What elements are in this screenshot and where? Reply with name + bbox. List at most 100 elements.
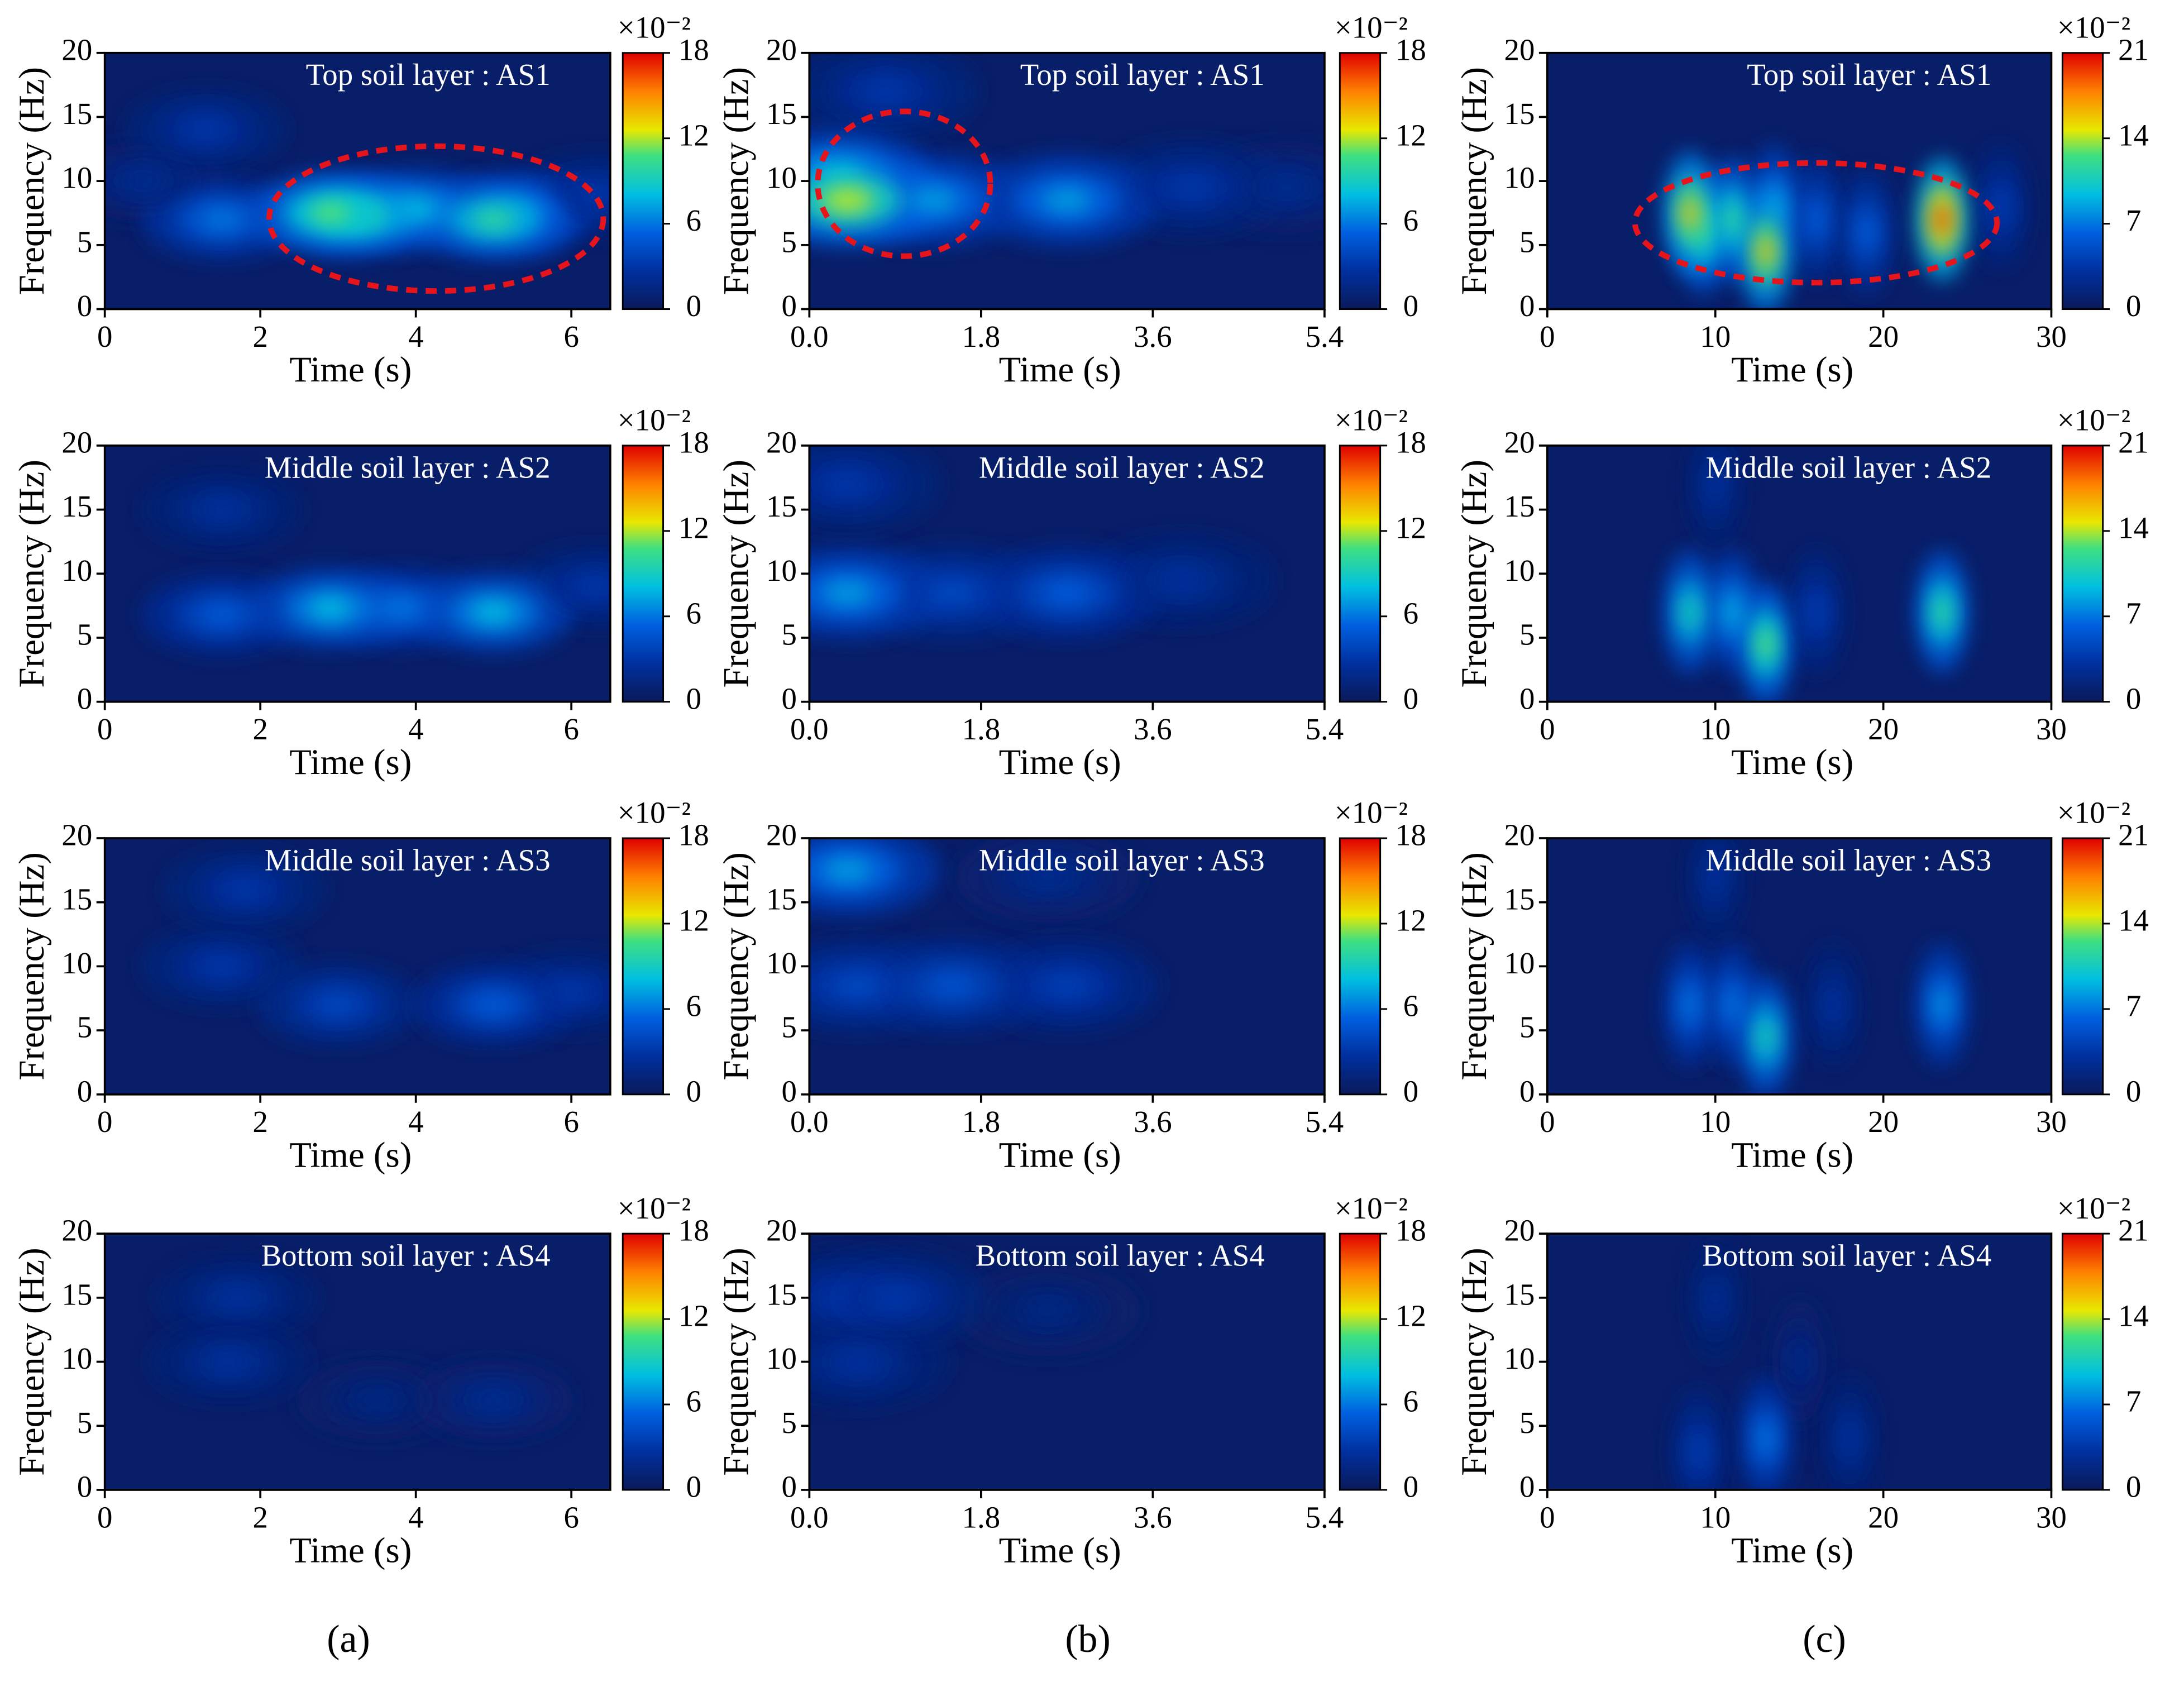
panel: Middle soil layer : AS2 0.0 1.8 3.6 5.4 0 5 10 1… (716, 403, 1426, 783)
x-axis-label: Time (s) (999, 742, 1121, 782)
y-tick-label: 10 (1504, 946, 1535, 980)
x-axis-label: Time (s) (289, 350, 412, 390)
colorbar-tick-label: 0 (1403, 681, 1418, 715)
colorbar-tick-label: 18 (678, 425, 709, 459)
colorbar-multiplier: ×10⁻² (618, 403, 691, 437)
hotspot (1041, 580, 1092, 606)
x-tick-label: 0.0 (790, 319, 829, 353)
y-tick-label: 10 (766, 946, 797, 980)
hotspot (472, 208, 515, 231)
hotspot (1934, 203, 1950, 236)
hotspot (1758, 1020, 1774, 1054)
colorbar-tick-label: 18 (678, 1213, 709, 1248)
colorbar-tick-label: 0 (1403, 1074, 1418, 1108)
hotspot (1842, 1422, 1857, 1456)
x-tick-label: 0 (1540, 1500, 1555, 1534)
hotspot (472, 993, 515, 1016)
plot-area (1547, 52, 2052, 309)
x-tick-label: 3.6 (1134, 712, 1172, 746)
y-tick-label: 15 (766, 1277, 797, 1311)
hotspot (822, 857, 873, 883)
y-tick-label: 5 (1519, 618, 1535, 652)
y-axis-label: Frequency (Hz) (12, 67, 52, 295)
x-axis-label: Time (s) (1731, 1530, 1853, 1570)
y-tick-label: 20 (1504, 425, 1535, 459)
y-tick-label: 10 (61, 1341, 92, 1375)
hotspot (308, 202, 352, 224)
x-tick-label: 4 (408, 319, 423, 353)
colorbar (622, 837, 665, 1096)
y-tick-label: 10 (766, 161, 797, 195)
colorbar-tick-label: 0 (686, 1470, 701, 1504)
plot-area (1547, 838, 2052, 1095)
hotspot (1683, 595, 1698, 629)
colorbar-tick-label: 21 (2118, 32, 2149, 66)
colorbar-tick-label: 14 (2118, 904, 2149, 938)
colorbar-tick-label: 18 (1396, 818, 1426, 852)
hotspot (927, 973, 978, 998)
hotspot (1156, 567, 1207, 593)
y-tick-label: 20 (766, 1213, 797, 1248)
y-axis-label: Frequency (Hz) (1454, 67, 1494, 295)
panel-label: (b) (1065, 1618, 1110, 1661)
y-tick-label: 0 (77, 1074, 92, 1108)
colorbar-tick-label: 14 (2118, 1299, 2149, 1333)
hotspot (1993, 190, 2009, 223)
colorbar-tick-label: 12 (1396, 1299, 1426, 1333)
hotspot (1724, 988, 1740, 1022)
hotspot (822, 471, 873, 497)
colorbar (1339, 52, 1382, 310)
x-tick-label: 4 (408, 712, 423, 746)
panel: Top soil layer : AS1 0 10 20 30 0 5 10 15 20 Time … (1454, 10, 2149, 390)
y-axis-label: Frequency (Hz) (1454, 460, 1494, 687)
hotspot (870, 1285, 920, 1311)
plot-area (1547, 445, 2052, 702)
hotspot (573, 183, 610, 205)
y-axis-label: Frequency (Hz) (12, 1248, 52, 1476)
x-axis-label: Time (s) (999, 1530, 1121, 1570)
y-tick-label: 20 (61, 425, 92, 459)
panel: Top soil layer : AS1 0.0 1.8 3.6 5.4 0 5 10 15 20… (716, 10, 1426, 390)
panel: Bottom soil layer : AS4 0.0 1.8 3.6 5.4 0 5 10 1… (716, 1191, 1426, 1571)
colorbar-multiplier: ×10⁻² (2057, 403, 2130, 437)
y-axis-label: Frequency (Hz) (12, 852, 52, 1081)
x-tick-label: 6 (563, 1500, 579, 1534)
y-tick-label: 5 (781, 1010, 796, 1044)
colorbar (1339, 445, 1382, 703)
hotspot (1766, 190, 1782, 223)
y-tick-label: 20 (1504, 818, 1535, 852)
y-tick-label: 5 (77, 224, 92, 259)
colorbar (1339, 837, 1382, 1096)
panel-title: Bottom soil layer : AS4 (1702, 1239, 1991, 1273)
x-tick-label: 0.0 (790, 1500, 829, 1534)
x-tick-label: 2 (252, 1105, 267, 1139)
colorbar (2061, 52, 2104, 310)
colorbar-tick-label: 18 (1396, 1213, 1426, 1248)
plot-area (809, 445, 1325, 702)
colorbar-tick-label: 6 (1403, 1384, 1418, 1418)
highlight-ellipse (815, 108, 993, 259)
hotspot (308, 597, 352, 619)
colorbar (622, 445, 665, 703)
hotspot (1041, 188, 1092, 213)
x-tick-label: 0.0 (790, 712, 829, 746)
hotspot (215, 1287, 259, 1309)
x-tick-label: 5.4 (1306, 712, 1344, 746)
hotspot (1859, 215, 1874, 249)
x-axis-label: Time (s) (289, 742, 412, 782)
y-tick-label: 5 (781, 1406, 796, 1440)
y-tick-label: 0 (1519, 1470, 1535, 1504)
panel: Middle soil layer : AS3 0.0 1.8 3.6 5.4 0 5 10 1… (716, 796, 1426, 1176)
annotations (266, 108, 2000, 294)
y-tick-label: 0 (1519, 681, 1535, 715)
y-tick-label: 15 (61, 489, 92, 523)
y-tick-label: 15 (61, 1277, 92, 1311)
x-tick-label: 1.8 (962, 712, 1001, 746)
colorbar-multiplier: ×10⁻² (618, 10, 691, 44)
y-tick-label: 15 (1504, 1277, 1535, 1311)
colorbar-tick-label: 6 (1403, 203, 1418, 237)
colorbar-multiplier: ×10⁻² (1335, 1191, 1408, 1225)
hotspot (355, 1389, 399, 1411)
colorbar-tick-label: 6 (686, 988, 701, 1022)
